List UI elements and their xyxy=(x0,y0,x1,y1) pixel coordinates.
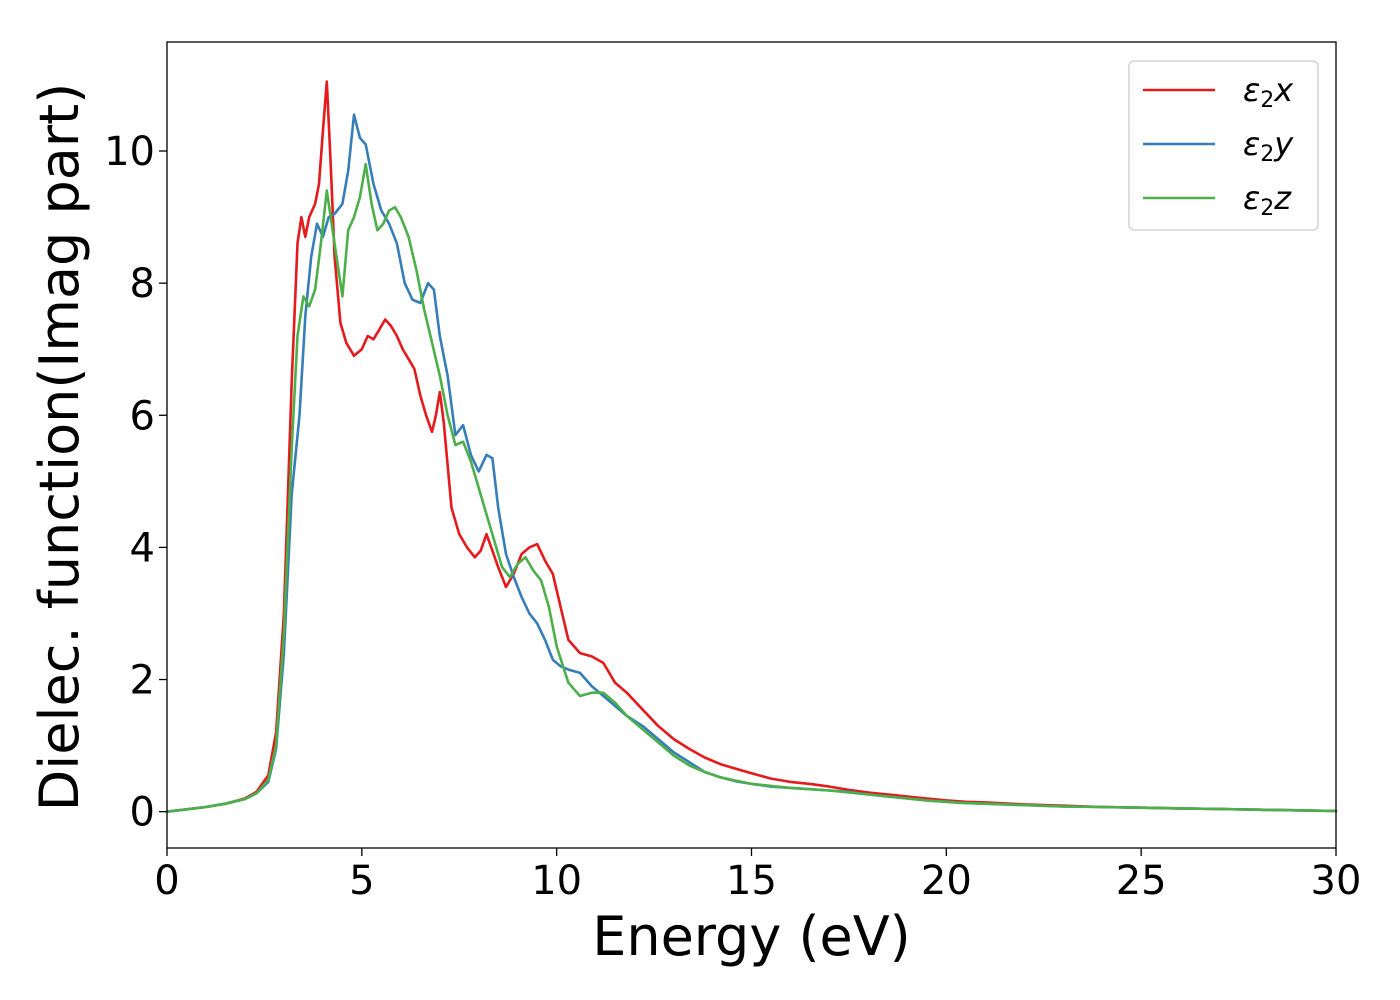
legend-box xyxy=(1128,60,1319,231)
legend: ε2x ε2y ε2z xyxy=(1128,60,1319,231)
x-tick-label: 30 xyxy=(1311,858,1362,904)
y-tick-label: 0 xyxy=(130,790,155,836)
x-axis-label: Energy (eV) xyxy=(592,905,911,968)
y-tick-label: 8 xyxy=(130,261,155,307)
x-tick-label: 20 xyxy=(921,858,972,904)
y-tick-label: 2 xyxy=(130,658,155,704)
x-tick-label: 15 xyxy=(726,858,777,904)
y-tick-label: 10 xyxy=(104,129,155,175)
legend-label-y: ε2y xyxy=(1243,125,1294,167)
x-tick-label: 5 xyxy=(349,858,374,904)
legend-label-x: ε2x xyxy=(1243,71,1294,113)
y-tick-label: 4 xyxy=(130,525,155,571)
legend-label-z: ε2z xyxy=(1243,179,1292,221)
series-layer xyxy=(165,80,1338,814)
y-tick-label: 6 xyxy=(130,393,155,439)
series-line-x xyxy=(165,80,1338,814)
series-line-z xyxy=(165,162,1338,814)
x-tick-label: 0 xyxy=(154,858,179,904)
x-tick-label: 25 xyxy=(1116,858,1167,904)
y-axis-label: Dielec. function(Imag part) xyxy=(28,83,91,812)
ticks-layer: 0 5 10 15 20 25 30 0 2 4 6 8 10 xyxy=(104,129,1361,904)
x-tick-label: 10 xyxy=(531,858,582,904)
